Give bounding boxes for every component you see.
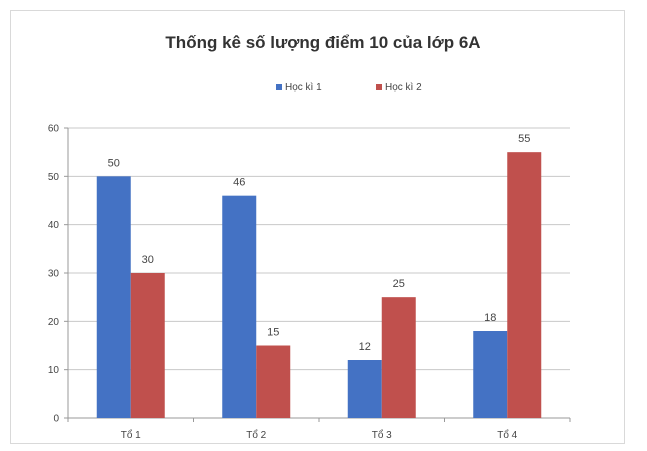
data-label: 46 xyxy=(233,177,245,189)
legend-swatch xyxy=(276,84,282,90)
x-category-label: Tổ 4 xyxy=(497,429,517,441)
chart-title: Thống kê số lượng điểm 10 của lớp 6A xyxy=(165,33,480,52)
data-label: 50 xyxy=(108,157,120,169)
data-label: 25 xyxy=(393,278,405,290)
bar-2-4 xyxy=(507,152,542,418)
bar-1-4 xyxy=(473,331,508,418)
data-label: 12 xyxy=(359,341,371,353)
y-tick-label: 10 xyxy=(48,365,60,376)
bar-1-3 xyxy=(347,360,382,418)
data-labels: 50 30 46 15 12 25 18 55 xyxy=(108,133,531,353)
data-label: 18 xyxy=(484,312,496,324)
x-category-label: Tổ 2 xyxy=(246,429,266,441)
legend-label: Học kì 2 xyxy=(385,82,422,93)
y-tick-label: 0 xyxy=(53,414,59,425)
y-tick-label: 50 xyxy=(48,172,60,183)
y-axis: 0 10 20 30 40 50 60 xyxy=(48,124,69,425)
bar-1-2 xyxy=(222,195,257,418)
legend-swatch xyxy=(376,84,382,90)
data-label: 15 xyxy=(267,327,279,339)
x-axis: Tổ 1 Tổ 2 Tổ 3 Tổ 4 xyxy=(67,418,571,441)
bar-2-1 xyxy=(130,273,165,418)
bar-series xyxy=(96,152,542,418)
y-tick-label: 20 xyxy=(48,317,60,328)
data-label: 30 xyxy=(142,254,154,266)
y-tick-label: 30 xyxy=(48,269,60,280)
chart-legend: Học kì 1 Học kì 2 xyxy=(276,82,422,93)
y-tick-label: 60 xyxy=(48,124,60,135)
x-category-label: Tổ 1 xyxy=(121,429,141,441)
x-category-label: Tổ 3 xyxy=(372,429,392,441)
bar-2-2 xyxy=(256,345,291,418)
y-tick-label: 40 xyxy=(48,220,60,231)
legend-label: Học kì 1 xyxy=(285,82,322,93)
bar-2-3 xyxy=(381,297,416,418)
bar-1-1 xyxy=(96,176,131,418)
data-label: 55 xyxy=(518,133,530,145)
